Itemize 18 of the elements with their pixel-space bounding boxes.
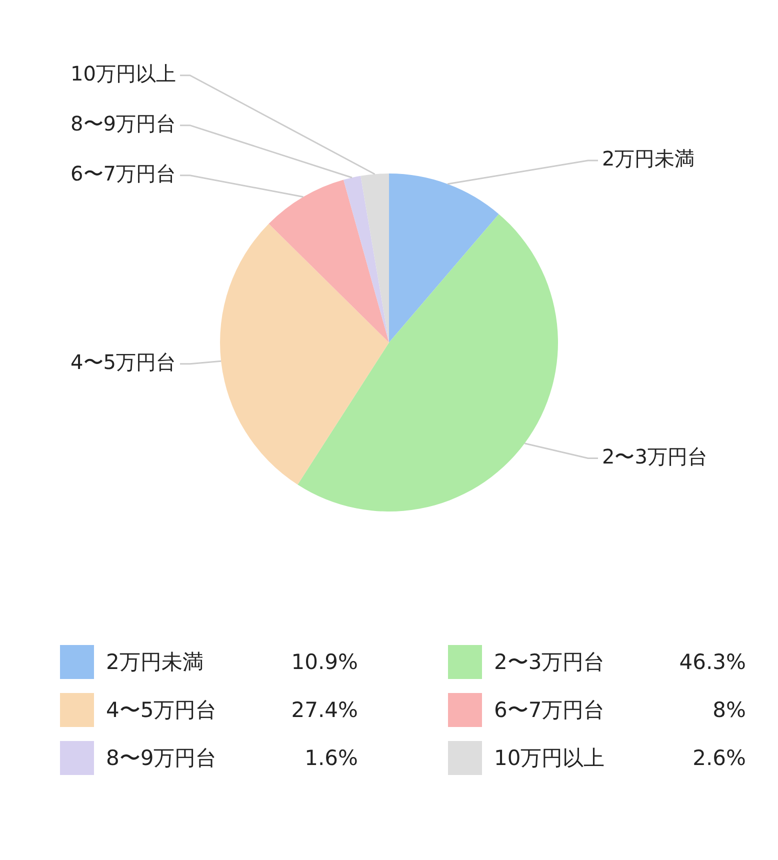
data-label: 1.6%: [304, 746, 358, 770]
legend-label: 4〜5万円台: [106, 697, 218, 724]
legend-label: 8〜9万円台: [106, 745, 218, 772]
slice-label: 8〜9万円台: [70, 112, 176, 136]
slice-label: 2〜3万円台: [602, 444, 708, 468]
slice-label: 10万円以上: [70, 62, 176, 86]
data-label: 2.6%: [692, 746, 746, 770]
legend-label: 6〜7万円台: [494, 697, 606, 724]
legend-label: 2〜3万円台: [494, 649, 606, 676]
slice-label: 6〜7万円台: [70, 162, 176, 186]
legend-label: 10万円以上: [494, 745, 606, 772]
data-label: 10.9%: [291, 650, 358, 674]
data-label: 27.4%: [291, 698, 358, 722]
slice-label: 2万円未満: [602, 146, 695, 171]
legend-label: 2万円未満: [106, 649, 204, 676]
slice-label: 4〜5万円台: [70, 350, 176, 374]
data-label: 46.3%: [679, 650, 746, 674]
data-label: 8%: [712, 698, 746, 722]
